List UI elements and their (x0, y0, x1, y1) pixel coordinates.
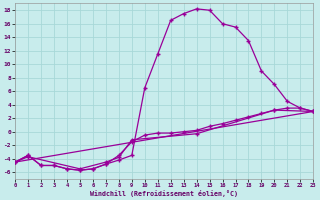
X-axis label: Windchill (Refroidissement éolien,°C): Windchill (Refroidissement éolien,°C) (90, 190, 238, 197)
